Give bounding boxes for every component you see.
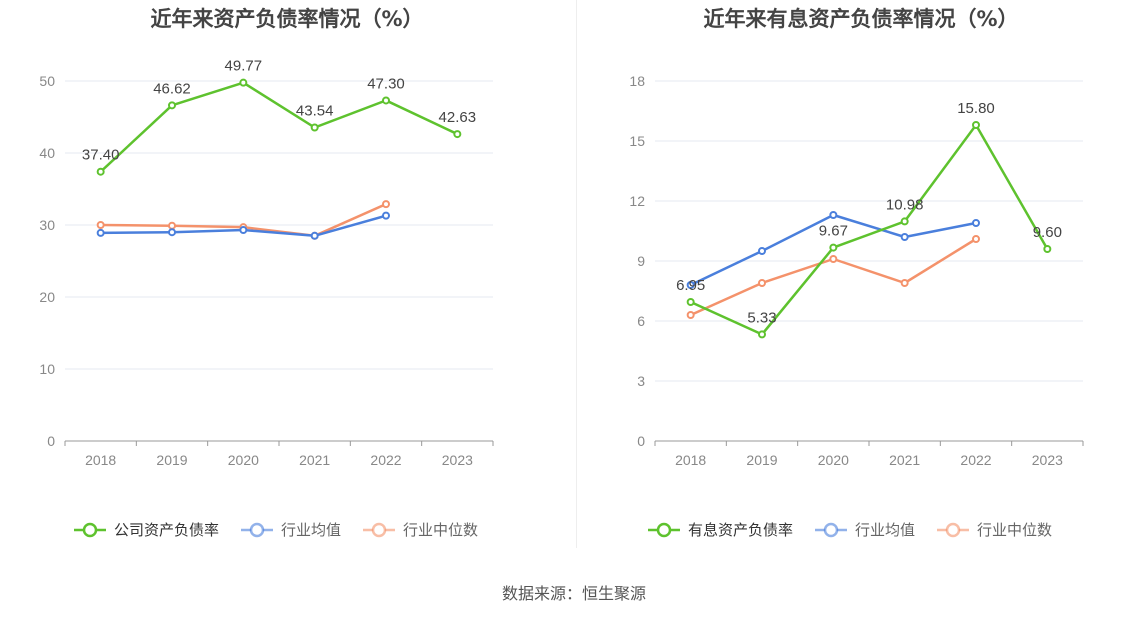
data-point — [829, 255, 838, 263]
chart-panel-left: 近年来资产负债率情况（%） 0 10 20 30 40 50 2018 2019 2020 202… — [0, 0, 574, 560]
legend-marker — [945, 522, 961, 538]
x-tick-label: 2021 — [299, 452, 330, 468]
chart-panel-right: 近年来有息资产负债率情况（%） 0 3 6 9 12 15 18 2018 2019 2020 20… — [574, 0, 1148, 560]
data-point — [168, 228, 176, 237]
data-label: 43.54 — [296, 103, 334, 120]
y-tick-label: 0 — [637, 433, 645, 449]
y-tick-label: 0 — [47, 433, 55, 449]
legend-label: 行业中位数 — [403, 522, 478, 539]
x-tick-label: 2020 — [228, 452, 259, 468]
x-tick-label: 2023 — [442, 452, 473, 468]
data-point — [96, 167, 105, 176]
x-tick-label: 2021 — [889, 452, 920, 468]
legend-marker — [82, 522, 98, 538]
y-tick-label: 40 — [39, 145, 55, 161]
x-tick-label: 2022 — [370, 452, 401, 468]
data-point — [382, 96, 390, 105]
data-label: 49.77 — [225, 58, 263, 75]
data-point — [972, 121, 980, 129]
data-point — [900, 233, 909, 241]
legend-label: 行业均值 — [281, 522, 341, 539]
x-tick-label: 2018 — [85, 452, 116, 468]
data-point — [829, 211, 838, 219]
data-label: 47.30 — [367, 75, 405, 92]
series-line — [690, 123, 1049, 336]
chart-canvas-right: 0 3 6 9 12 15 18 2018 2019 2020 2021 2022 2023 6.95 5.… — [629, 73, 1084, 539]
data-label: 9.67 — [819, 223, 848, 240]
data-point — [96, 221, 105, 229]
y-tick-label: 12 — [629, 193, 645, 209]
data-point — [168, 221, 176, 230]
x-tick-label: 2022 — [960, 452, 991, 468]
legend-label: 公司资产负债率 — [114, 522, 219, 539]
data-point — [310, 123, 319, 132]
data-point — [829, 243, 838, 252]
data-point — [686, 311, 695, 319]
y-tick-label: 18 — [629, 73, 645, 89]
data-point — [972, 219, 980, 227]
data-label: 37.40 — [82, 147, 120, 164]
data-point — [972, 235, 980, 243]
chart-title: 近年来有息资产负债率情况（%） — [703, 7, 1019, 31]
x-tick-label: 2018 — [675, 452, 706, 468]
data-point — [453, 130, 462, 139]
data-label: 46.62 — [153, 80, 191, 97]
data-point — [686, 281, 695, 289]
x-tick-label: 2019 — [156, 452, 187, 468]
y-tick-label: 50 — [39, 73, 55, 89]
y-tick-label: 15 — [629, 133, 645, 149]
data-label: 42.63 — [439, 109, 477, 126]
y-tick-label: 30 — [39, 217, 55, 233]
panel-divider — [576, 0, 577, 548]
chart-title: 近年来资产负债率情况（%） — [150, 7, 424, 31]
data-point — [758, 247, 766, 255]
y-tick-label: 6 — [637, 313, 645, 329]
legend-marker — [656, 522, 672, 538]
x-tick-label: 2020 — [818, 452, 849, 468]
legend-label: 有息资产负债率 — [688, 522, 793, 539]
legend-marker — [823, 522, 839, 538]
y-tick-label: 20 — [39, 289, 55, 305]
data-label: 15.80 — [957, 100, 995, 117]
data-point — [758, 279, 766, 287]
data-point — [686, 298, 695, 306]
chart-canvas-left: 0 10 20 30 40 50 2018 2019 2020 2021 2022 2023 37.40… — [39, 58, 494, 539]
data-point — [900, 279, 909, 287]
data-point — [239, 78, 248, 87]
data-label: 9.60 — [1033, 224, 1062, 241]
y-tick-label: 10 — [39, 361, 55, 377]
data-source-label: 数据来源：恒生聚源 — [501, 584, 646, 603]
x-tick-label: 2019 — [746, 452, 777, 468]
data-point — [758, 330, 766, 339]
series-line — [99, 81, 458, 173]
data-label: 10.98 — [886, 196, 924, 213]
data-point — [382, 211, 390, 220]
legend-marker — [371, 522, 387, 538]
data-point — [1043, 245, 1052, 253]
y-tick-label: 9 — [637, 253, 645, 269]
data-point — [96, 228, 105, 237]
x-tick-label: 2023 — [1032, 452, 1063, 468]
legend-label: 行业均值 — [855, 522, 915, 539]
data-label: 5.33 — [747, 309, 776, 326]
y-tick-label: 3 — [637, 373, 645, 389]
data-point — [382, 200, 390, 209]
data-point — [310, 231, 319, 240]
data-point — [239, 226, 248, 235]
data-point — [168, 101, 176, 110]
data-label: 6.95 — [676, 277, 705, 294]
data-point — [900, 217, 909, 226]
legend-marker — [249, 522, 265, 538]
legend-label: 行业中位数 — [977, 522, 1052, 539]
